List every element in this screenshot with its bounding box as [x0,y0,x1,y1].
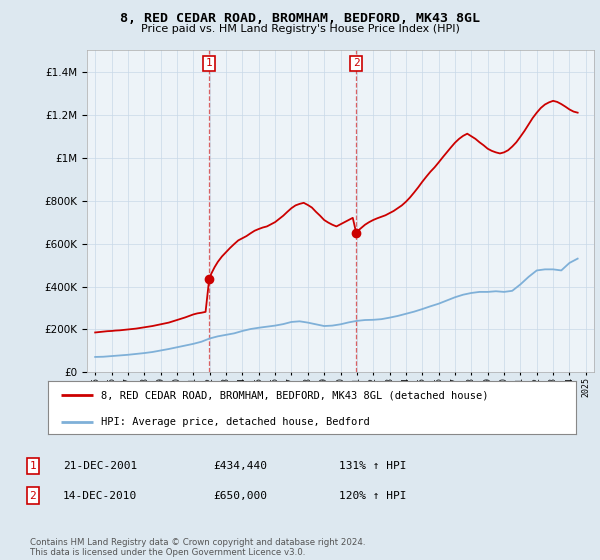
Text: 2: 2 [353,58,359,68]
Text: £650,000: £650,000 [213,491,267,501]
Text: £434,440: £434,440 [213,461,267,471]
Text: 120% ↑ HPI: 120% ↑ HPI [339,491,407,501]
Text: 131% ↑ HPI: 131% ↑ HPI [339,461,407,471]
Text: HPI: Average price, detached house, Bedford: HPI: Average price, detached house, Bedf… [101,417,370,427]
Text: 21-DEC-2001: 21-DEC-2001 [63,461,137,471]
Text: Contains HM Land Registry data © Crown copyright and database right 2024.
This d: Contains HM Land Registry data © Crown c… [30,538,365,557]
Text: 8, RED CEDAR ROAD, BROMHAM, BEDFORD, MK43 8GL: 8, RED CEDAR ROAD, BROMHAM, BEDFORD, MK4… [120,12,480,25]
Text: 1: 1 [29,461,37,471]
Text: Price paid vs. HM Land Registry's House Price Index (HPI): Price paid vs. HM Land Registry's House … [140,24,460,34]
Text: 2: 2 [29,491,37,501]
Text: 1: 1 [206,58,212,68]
Text: 8, RED CEDAR ROAD, BROMHAM, BEDFORD, MK43 8GL (detached house): 8, RED CEDAR ROAD, BROMHAM, BEDFORD, MK4… [101,390,488,400]
Text: 14-DEC-2010: 14-DEC-2010 [63,491,137,501]
